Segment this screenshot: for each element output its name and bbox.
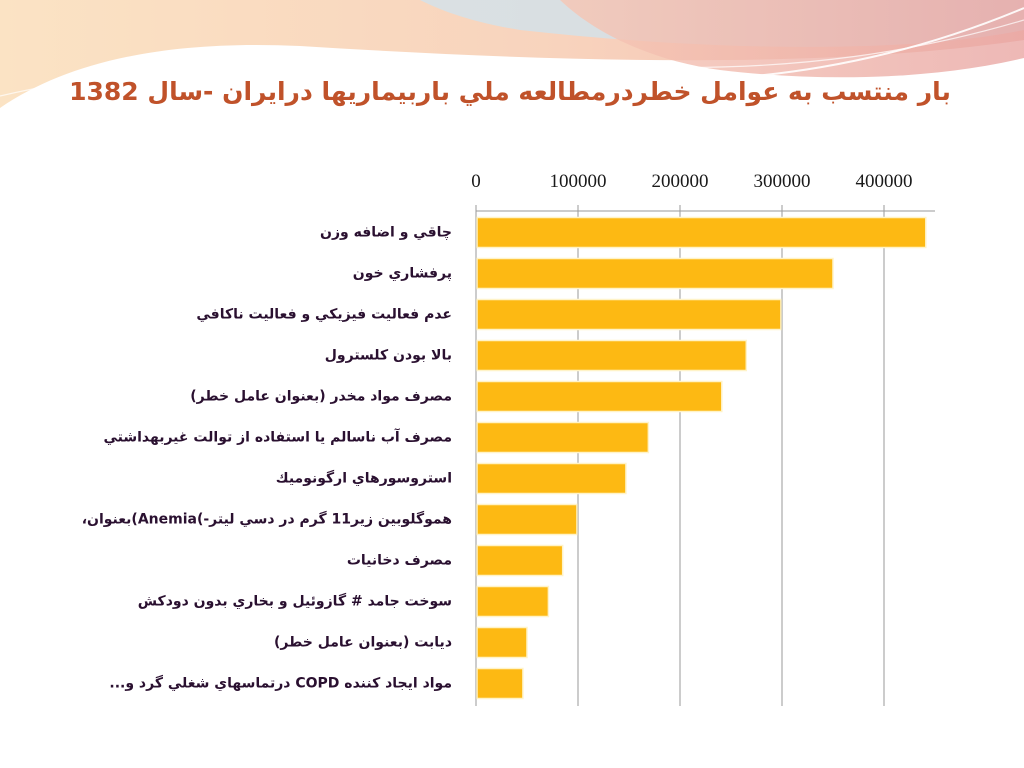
category-label: ديابت (بعنوان عامل خطر) [274,635,452,651]
bars [476,216,927,700]
bar [476,462,627,495]
banner-pink-wave [560,0,1024,78]
x-tick-label: 400000 [856,171,913,192]
bar [476,380,723,413]
category-label: سوخت جامد # گازوئيل و بخاري بدون دودكش [138,593,452,611]
banner-curve-line-2 [0,19,1024,97]
category-label: مصرف آب ناسالم يا استفاده از توالت غيربه… [103,428,452,446]
category-label: پرفشاري خون [353,266,452,283]
decorative-banner [0,0,1024,119]
category-label: چاقي و اضافه وزن [320,225,452,241]
x-tick-labels: 0 100000 200000 300000 400000 [471,171,912,192]
bar [476,339,748,372]
x-tick-label: 300000 [754,171,811,192]
category-label: مصرف مواد مخدر (بعنوان عامل خطر) [190,389,452,405]
bar [476,544,564,577]
bar [476,298,782,331]
bar [476,257,834,290]
category-labels: چاقي و اضافه وزن پرفشاري خون عدم فعاليت في… [82,225,452,693]
x-tick-label: 200000 [652,171,709,192]
bar [476,626,528,659]
slide-title: بار منتسب به عوامل خطردرمطالعه ملي باربي… [69,77,951,106]
category-label: استروسورهاي ارگونوميك [276,470,452,488]
x-tick-label: 100000 [550,171,607,192]
category-label: بالا بودن كلسترول [325,348,452,364]
category-label: مصرف دخانيات [347,553,452,569]
category-label: هموگلوبين زير11 گرم در دسي ليتر-)Anemia)… [82,511,452,528]
banner-curve-line [0,7,1024,119]
bar [476,585,550,618]
x-tick-label: 0 [471,171,481,192]
category-label: عدم فعاليت فيزيكي و فعاليت ناكافي [196,307,452,323]
bar [476,421,650,454]
bar [476,216,927,249]
category-label: مواد ايجاد كننده COPD درتماسهاي شغلي گرد… [109,675,452,693]
bar [476,503,578,536]
bar [476,667,524,700]
